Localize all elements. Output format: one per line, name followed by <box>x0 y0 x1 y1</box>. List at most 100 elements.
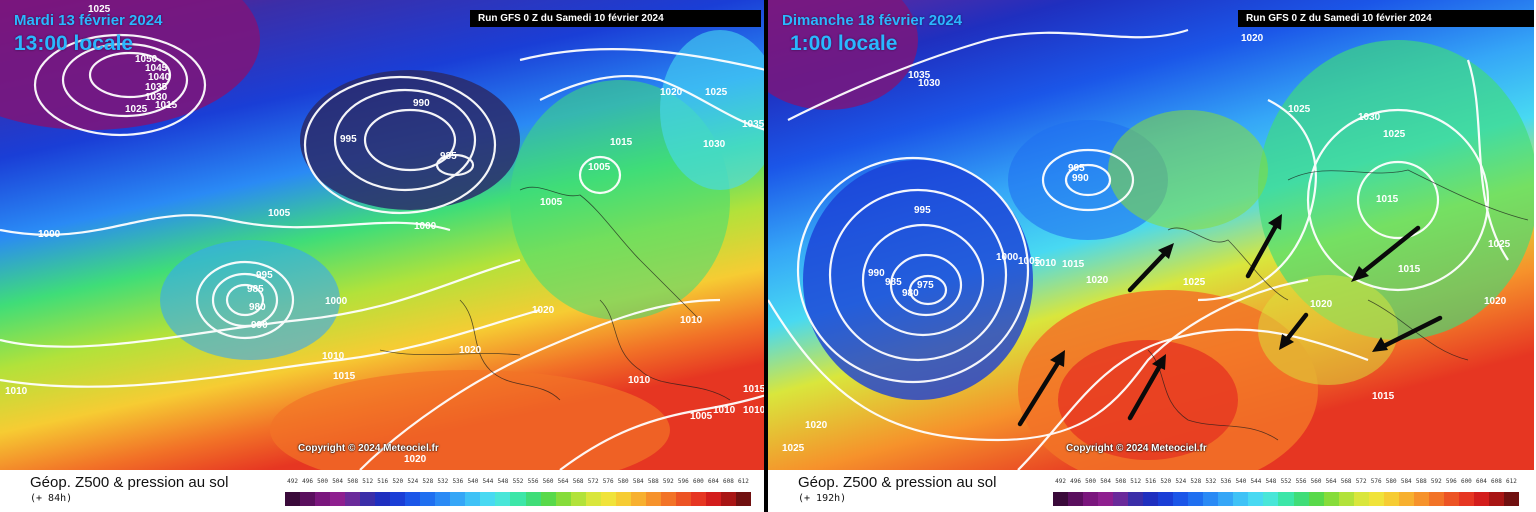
scale-swatch <box>1188 492 1204 506</box>
isobar-label: 1030 <box>918 78 941 89</box>
scale-tick-label: 532 <box>1205 478 1217 485</box>
isobar-label: 1030 <box>145 92 168 103</box>
scale-tick-label: 508 <box>1115 478 1127 485</box>
scale-tick-label: 540 <box>467 478 479 485</box>
scale-tick-label: 600 <box>692 478 704 485</box>
scale-swatch <box>1293 492 1309 506</box>
copyright: Copyright © 2024 Meteociel.fr <box>1066 443 1207 454</box>
geopotential-map-left: 1025 1050 1045 1040 1035 1030 1025 1015 … <box>0 0 766 470</box>
scale-swatch <box>1488 492 1504 506</box>
isobar-label: 985 <box>440 151 457 162</box>
isobar-label: 1025 <box>88 4 111 15</box>
isobar-label: 1050 <box>135 54 158 65</box>
isobar-label: 1020 <box>1310 299 1333 310</box>
scale-swatch <box>420 492 436 506</box>
copyright: Copyright © 2024 Meteociel.fr <box>298 443 439 454</box>
weather-map-left[interactable]: 1025 1050 1045 1040 1035 1030 1025 1015 … <box>0 0 766 470</box>
flow-arrows <box>1017 214 1443 427</box>
isobar-label: 1025 <box>1183 277 1206 288</box>
geopotential-map-right: 1020 1035 1030 1025 1030 1025 995 990 99… <box>768 0 1534 470</box>
scale-tick-label: 608 <box>723 478 734 485</box>
scale-tick-label: 560 <box>542 478 554 485</box>
scale-tick-label: 576 <box>602 478 614 485</box>
scale-tick-label: 492 <box>1055 478 1066 485</box>
scale-swatch <box>1173 492 1189 506</box>
scale-ticks: 492 496 500 504 508 512 516 520 524 528 532 536 540 5… <box>1053 478 1519 488</box>
scale-swatch <box>1458 492 1474 506</box>
scale-tick-label: 596 <box>1445 478 1457 485</box>
isobar-label: 1015 <box>743 384 766 395</box>
isobar-label: 985 <box>885 277 902 288</box>
isobar-label: 1010 <box>5 386 28 397</box>
model-run-banner: Run GFS 0 Z du Samedi 10 février 2024 <box>470 10 761 27</box>
scale-swatch <box>495 492 511 506</box>
isobar-label: 1010 <box>713 405 736 416</box>
isobar-label: 1015 <box>610 137 633 148</box>
forecast-time: 1:00 locale <box>790 32 898 55</box>
scale-tick-label: 588 <box>1415 478 1427 485</box>
scale-swatch <box>525 492 541 506</box>
scale-swatch <box>1308 492 1324 506</box>
scale-tick-label: 512 <box>1130 478 1142 485</box>
scale-swatch <box>1443 492 1459 506</box>
scale-tick-label: 544 <box>482 478 494 485</box>
scale-swatch <box>735 492 751 506</box>
panel-divider <box>764 0 768 512</box>
scale-swatch <box>1398 492 1414 506</box>
scale-tick-label: 492 <box>287 478 298 485</box>
isobar-label: 1000 <box>38 229 61 240</box>
isobar-label: 1000 <box>325 296 348 307</box>
scale-swatch <box>720 492 736 506</box>
scale-tick-label: 540 <box>1235 478 1247 485</box>
scale-tick-label: 596 <box>677 478 689 485</box>
isobar-label: 1020 <box>1086 275 1109 286</box>
scale-tick-label: 528 <box>422 478 434 485</box>
lead-time: (+ 84h) <box>30 493 73 504</box>
isobar-label: 980 <box>249 302 266 313</box>
scale-swatch <box>600 492 616 506</box>
model-run-banner: Run GFS 0 Z du Samedi 10 février 2024 <box>1238 10 1534 27</box>
isobar-label: 995 <box>256 270 273 281</box>
legend-bar: Géop. Z500 & pression au sol (+ 192h) 49… <box>768 470 1534 512</box>
forecast-date: Mardi 13 février 2024 <box>14 12 163 29</box>
scale-swatch <box>1053 492 1069 506</box>
scale-swatch <box>450 492 466 506</box>
scale-tick-label: 608 <box>1491 478 1502 485</box>
lead-time: (+ 192h) <box>798 493 847 504</box>
scale-tick-label: 584 <box>632 478 644 485</box>
isobar-label: 1035 <box>908 70 931 81</box>
scale-swatch <box>1083 492 1099 506</box>
scale-swatch <box>1203 492 1219 506</box>
scale-swatch <box>405 492 421 506</box>
isobar-label: 990 <box>251 320 268 331</box>
scale-tick-label: 592 <box>1430 478 1442 485</box>
scale-swatch <box>330 492 346 506</box>
scale-tick-label: 552 <box>512 478 524 485</box>
scale-bar <box>1053 492 1519 506</box>
product-title: Géop. Z500 & pression au sol <box>798 474 997 491</box>
scale-tick-label: 568 <box>1340 478 1352 485</box>
scale-tick-label: 496 <box>302 478 313 485</box>
isobar-label: 1005 <box>690 411 713 422</box>
scale-swatch <box>555 492 571 506</box>
scale-tick-label: 560 <box>1310 478 1322 485</box>
scale-tick-label: 496 <box>1070 478 1081 485</box>
scale-tick-label: 564 <box>557 478 569 485</box>
isobar-label: 1025 <box>1383 129 1406 140</box>
scale-tick-label: 612 <box>1506 478 1517 485</box>
scale-swatch <box>1323 492 1339 506</box>
isobar-label: 1010 <box>628 375 651 386</box>
scale-tick-label: 564 <box>1325 478 1337 485</box>
scale-swatch <box>375 492 391 506</box>
scale-swatch <box>1383 492 1399 506</box>
scale-tick-label: 528 <box>1190 478 1202 485</box>
scale-tick-label: 576 <box>1370 478 1382 485</box>
scale-tick-label: 584 <box>1400 478 1412 485</box>
scale-tick-label: 520 <box>392 478 404 485</box>
scale-swatch <box>345 492 361 506</box>
isobar-label: 1020 <box>1484 296 1507 307</box>
isobar-label: 1015 <box>333 371 356 382</box>
weather-map-right[interactable]: 1020 1035 1030 1025 1030 1025 995 990 99… <box>768 0 1534 470</box>
scale-tick-label: 532 <box>437 478 449 485</box>
